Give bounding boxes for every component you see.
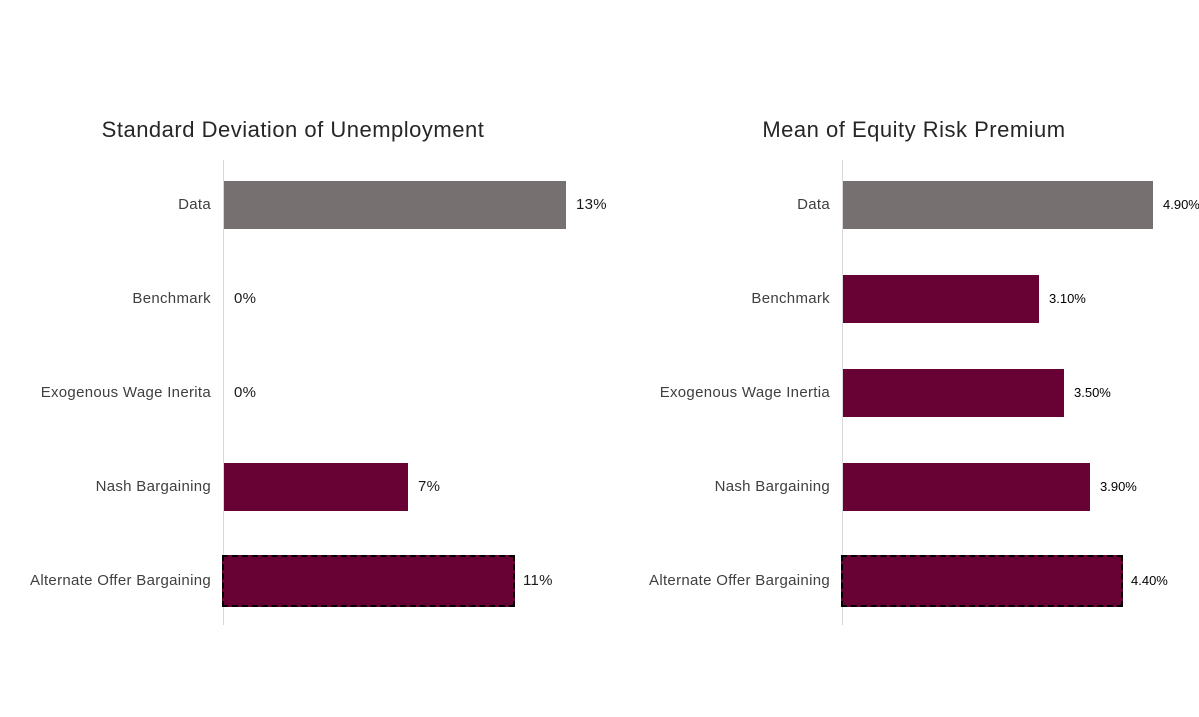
category-label: Benchmark <box>132 290 211 307</box>
bar-row: Nash Bargaining 7% <box>96 463 621 511</box>
value-label: 4.40% <box>1131 573 1168 588</box>
bar <box>843 463 1090 511</box>
category-label: Exogenous Wage Inertia <box>659 384 830 401</box>
category-label: Nash Bargaining <box>714 478 830 495</box>
category-label: Exogenous Wage Inerita <box>40 384 211 401</box>
bar <box>843 181 1153 229</box>
bar-row: Alternate Offer Bargaining 11% <box>30 555 621 607</box>
bar-row: Exogenous Wage Inertia 3.50% <box>660 369 1199 417</box>
value-label: 3.10% <box>1049 291 1086 306</box>
bar-row: Alternate Offer Bargaining 4.40% <box>649 555 1199 607</box>
value-label: 7% <box>418 478 441 495</box>
value-label: 3.90% <box>1100 479 1137 494</box>
value-label: 0% <box>234 290 257 307</box>
category-label: Data <box>178 196 211 213</box>
value-label: 11% <box>523 572 553 589</box>
category-label: Data <box>797 196 830 213</box>
plot-area: Data 4.90% Benchmark 3.10% Exogenous Wage In… <box>649 160 1199 625</box>
bar-row: Data 13% <box>178 181 621 229</box>
y-axis-line <box>223 160 224 625</box>
bar <box>843 369 1064 417</box>
y-axis-line <box>842 160 843 625</box>
chart-std-deviation-unemployment: Standard Deviation of Unemployment Data 1… <box>0 100 620 660</box>
bar <box>222 555 515 607</box>
chart-title: Mean of Equity Risk Premium <box>762 117 1066 142</box>
category-label: Benchmark <box>751 290 830 307</box>
chart-mean-equity-risk-premium: Mean of Equity Risk Premium Data 4.90% Ben… <box>620 100 1199 660</box>
category-label: Nash Bargaining <box>95 478 211 495</box>
category-label: Alternate Offer Bargaining <box>30 572 211 589</box>
chart-title: Standard Deviation of Unemployment <box>101 117 485 142</box>
bar-row: Nash Bargaining 3.90% <box>715 463 1199 511</box>
value-label: 3.50% <box>1074 385 1111 400</box>
bar <box>224 463 408 511</box>
bar-row: Benchmark 0% <box>132 275 621 323</box>
plot-area: Data 13% Benchmark 0% Exogenous Wage Inerita… <box>30 160 621 625</box>
value-label: 13% <box>576 196 607 213</box>
bar-row: Benchmark 3.10% <box>751 275 1199 323</box>
bar-row: Exogenous Wage Inerita 0% <box>41 369 621 417</box>
bar <box>224 181 566 229</box>
value-label: 4.90% <box>1163 197 1199 212</box>
bar-row: Data 4.90% <box>797 181 1199 229</box>
value-label: 0% <box>234 384 257 401</box>
bar <box>843 275 1039 323</box>
bar <box>841 555 1123 607</box>
category-label: Alternate Offer Bargaining <box>649 572 830 589</box>
